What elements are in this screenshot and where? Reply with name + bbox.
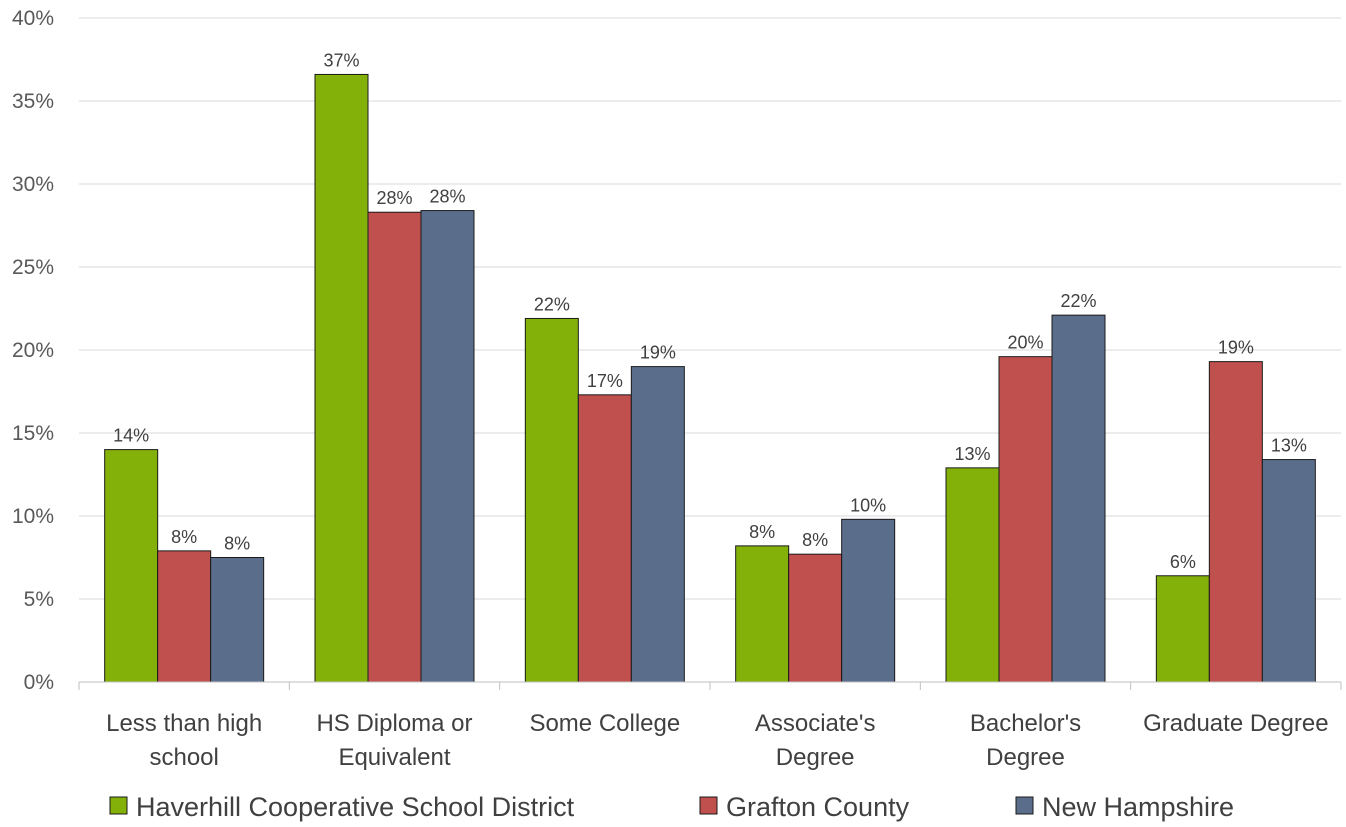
bar-value-label: 8% <box>171 527 197 547</box>
category-labels: Less than high school HS Diploma or Equival… <box>106 710 1328 771</box>
bar <box>1155 575 1210 683</box>
bar <box>104 449 159 683</box>
x-axis <box>78 681 1342 690</box>
legend-swatch <box>1015 796 1034 815</box>
category-label: HS Diploma or Equivalent <box>316 710 472 771</box>
category-label: Associate's Degree <box>755 710 876 771</box>
bar <box>630 366 685 683</box>
bar <box>314 73 369 683</box>
category-label: Less than high school <box>106 710 262 771</box>
bar-value-label: 22% <box>1060 291 1096 311</box>
bar-value-label: 13% <box>954 444 990 464</box>
bar-value-label: 8% <box>224 534 250 554</box>
category-label-line: Bachelor's <box>970 710 1081 737</box>
gridlines <box>79 17 1341 600</box>
legend: Haverhill Cooperative School District Gra… <box>109 792 1234 822</box>
bar-value-label: 14% <box>113 426 149 446</box>
category-label: Graduate Degree <box>1143 710 1328 737</box>
bar <box>841 518 896 683</box>
bar-value-label: 8% <box>802 530 828 550</box>
y-tick-label: 40% <box>12 7 54 30</box>
category-label-line: Graduate Degree <box>1143 710 1328 737</box>
legend-label: Haverhill Cooperative School District <box>136 792 575 822</box>
y-tick-label: 25% <box>12 256 54 279</box>
legend-label: Grafton County <box>726 792 910 822</box>
category-label-line: Associate's <box>755 710 876 737</box>
bar-value-label: 19% <box>1218 338 1254 358</box>
bar-value-label: 28% <box>429 187 465 207</box>
bars <box>104 73 1316 683</box>
legend-swatch <box>109 796 128 815</box>
category-label-line: school <box>149 744 218 771</box>
category-label: Bachelor's Degree <box>970 710 1081 771</box>
bar <box>1051 314 1106 683</box>
y-tick-label: 15% <box>12 422 54 445</box>
y-tick-label: 0% <box>24 671 54 694</box>
legend-label: New Hampshire <box>1042 792 1234 822</box>
bar <box>524 317 579 683</box>
bar-value-label: 8% <box>749 522 775 542</box>
category-label-line: Equivalent <box>338 744 450 771</box>
y-tick-label: 10% <box>12 505 54 528</box>
legend-swatch <box>699 796 718 815</box>
bar-value-label: 17% <box>587 371 623 391</box>
bar <box>210 557 265 683</box>
bar-value-label: 6% <box>1170 552 1196 572</box>
category-label-line: HS Diploma or <box>316 710 472 737</box>
y-axis-tick-labels: 0% 5% 10% 15% 20% 25% 30% 35% 40% <box>12 7 54 694</box>
bar-value-label: 37% <box>323 50 359 70</box>
data-labels: 14% 8% 8% 37% 28% 28% 22% 17% 19% 8% 8% 10% 13% 20% 22… <box>113 50 1307 571</box>
y-tick-label: 5% <box>24 588 54 611</box>
category-label-line: Degree <box>776 744 855 771</box>
bar-value-label: 10% <box>850 495 886 515</box>
category-label: Some College <box>529 710 680 737</box>
bar <box>1208 361 1263 683</box>
category-label-line: Some College <box>529 710 680 737</box>
bar <box>420 210 475 683</box>
y-tick-label: 30% <box>12 173 54 196</box>
bar <box>157 550 212 683</box>
bar <box>1261 459 1316 683</box>
y-tick-label: 35% <box>12 90 54 113</box>
bar-value-label: 20% <box>1007 333 1043 353</box>
bar <box>788 553 843 683</box>
bar-value-label: 22% <box>534 294 570 314</box>
bar-value-label: 28% <box>376 188 412 208</box>
y-tick-label: 20% <box>12 339 54 362</box>
bar <box>998 356 1053 683</box>
bar <box>367 211 422 683</box>
bar-value-label: 13% <box>1271 436 1307 456</box>
bar <box>577 394 632 683</box>
bar <box>945 467 1000 683</box>
bar-value-label: 19% <box>640 343 676 363</box>
category-label-line: Less than high <box>106 710 262 737</box>
category-label-line: Degree <box>986 744 1065 771</box>
bar <box>735 545 790 683</box>
